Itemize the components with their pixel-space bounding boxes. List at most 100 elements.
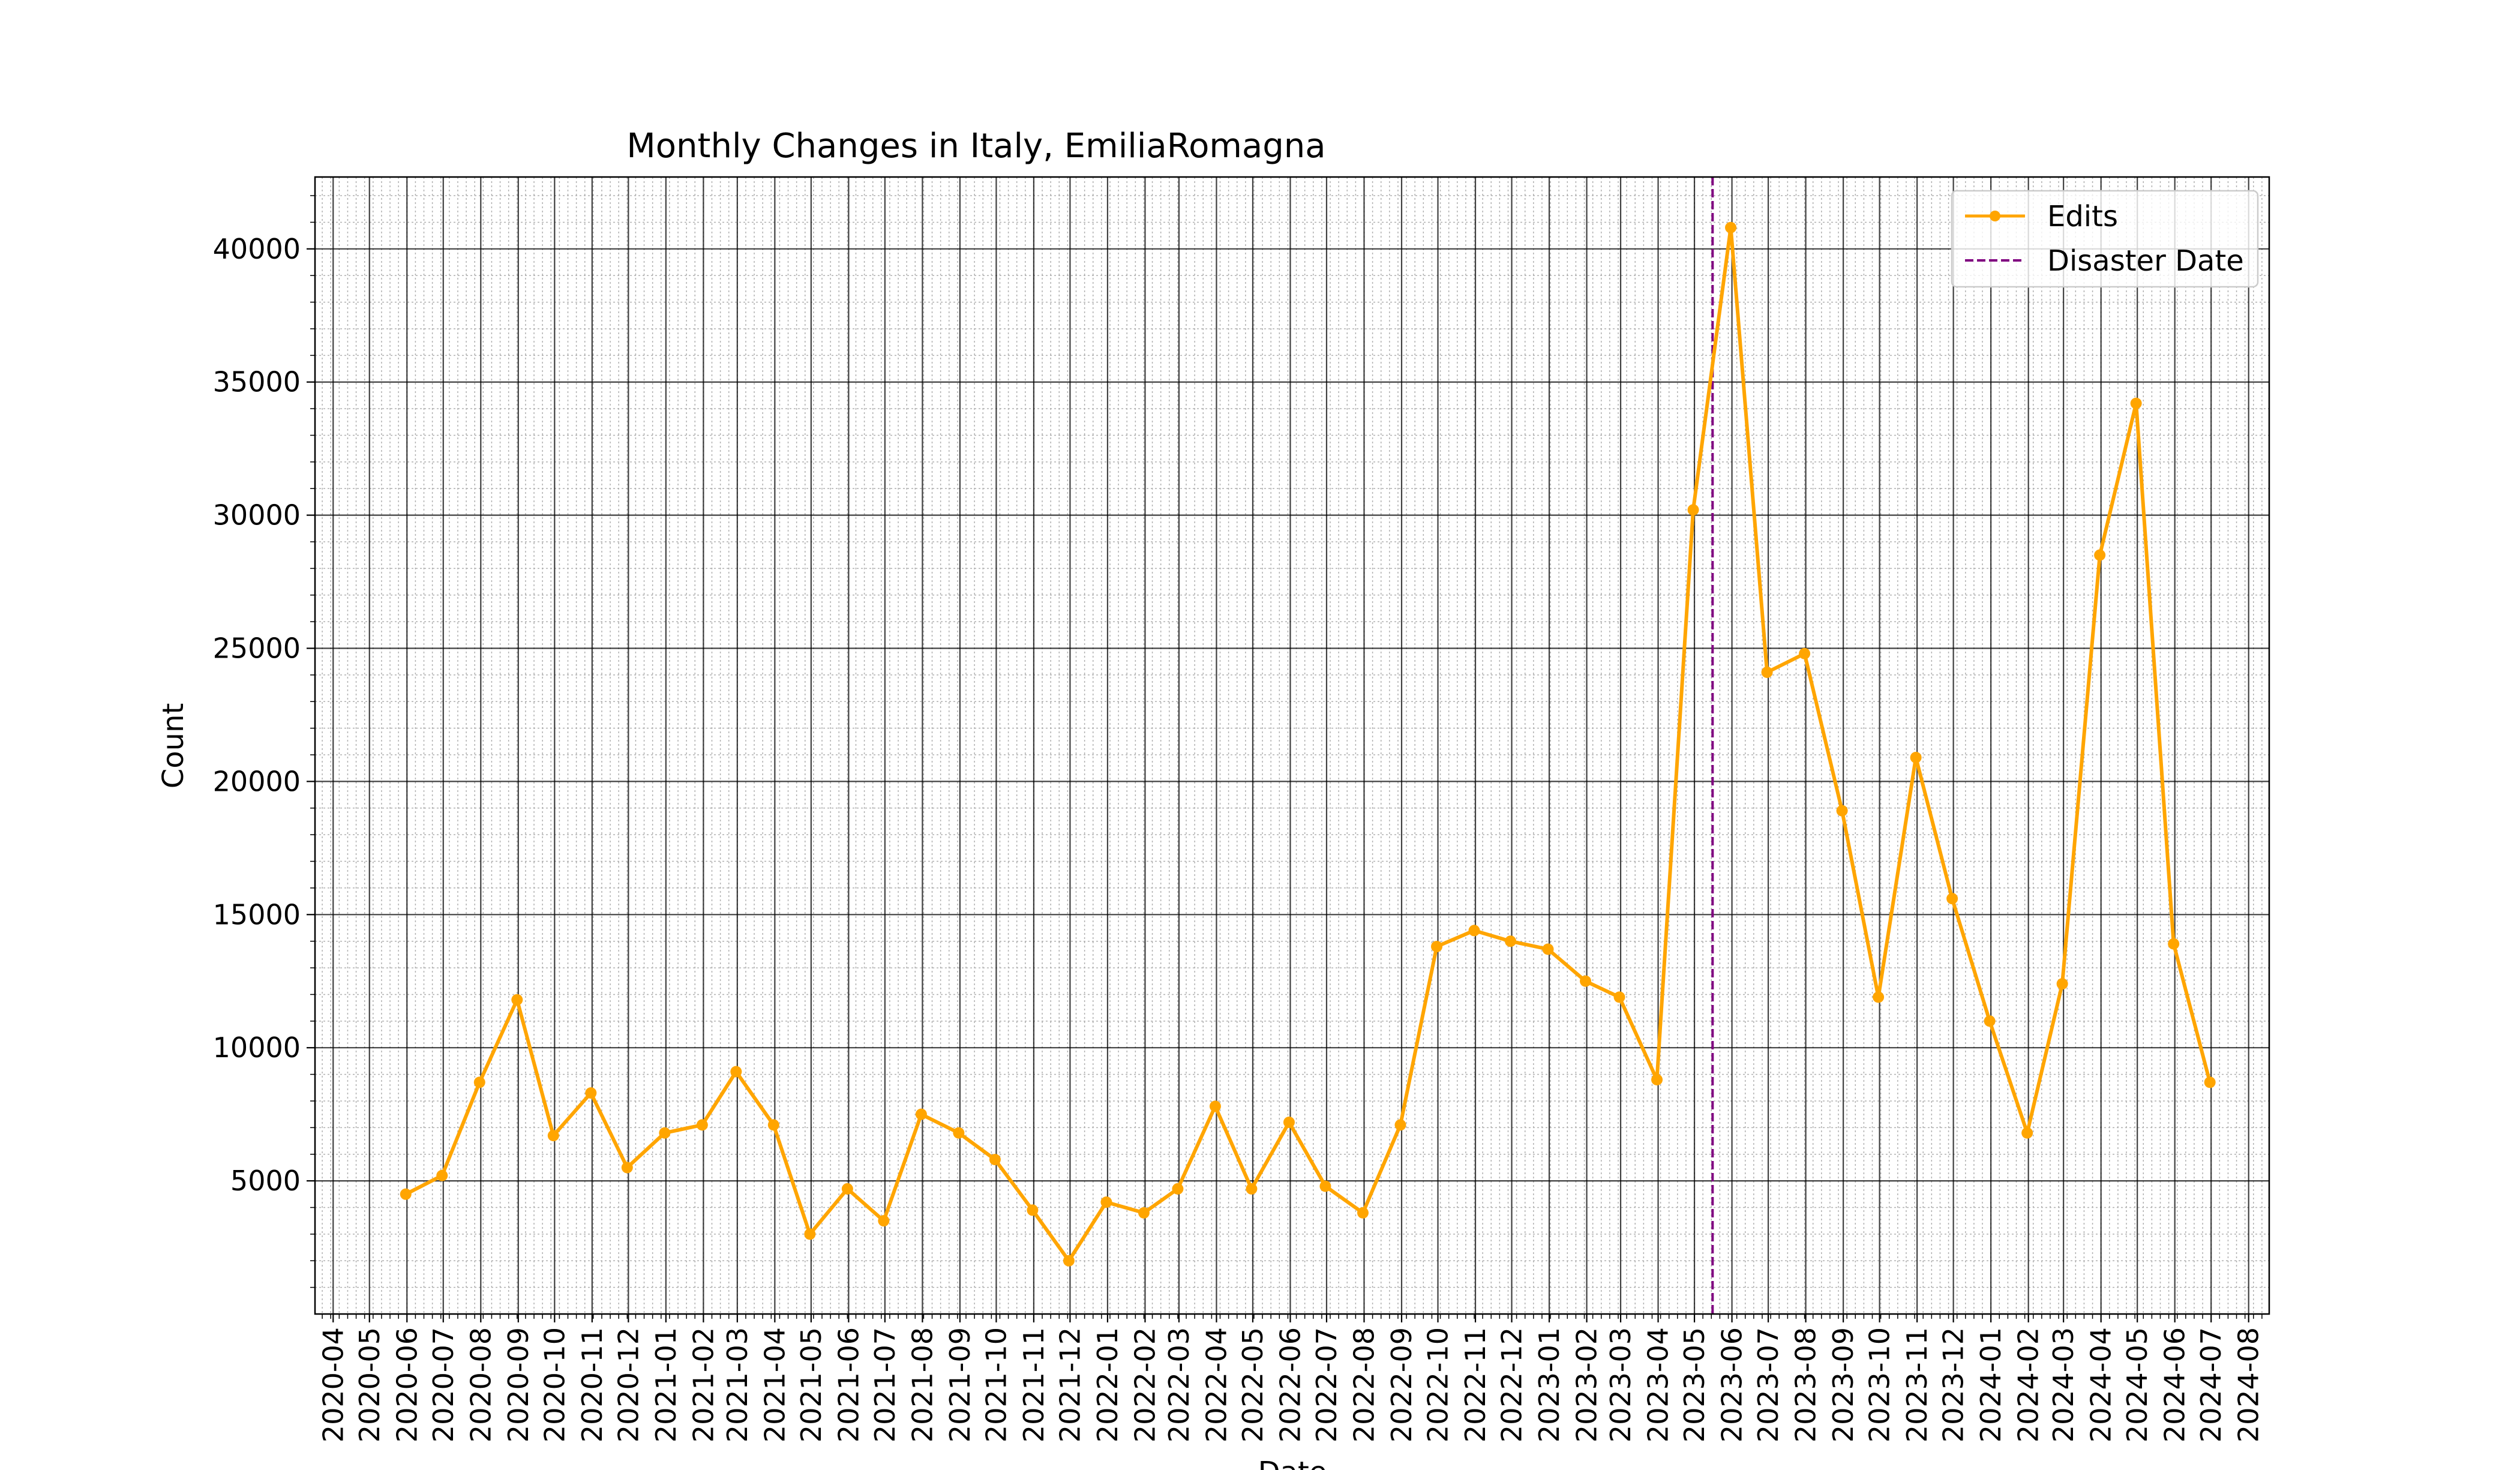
x-tick-label: 2022-07 — [1310, 1327, 1343, 1442]
x-tick-label: 2022-05 — [1237, 1327, 1269, 1442]
edits-series-line — [404, 226, 2212, 1263]
plot-frame — [314, 176, 2270, 1315]
y-tick-label: 10000 — [213, 1031, 301, 1064]
x-tick-label: 2023-07 — [1752, 1327, 1784, 1442]
x-tick-label: 2022-04 — [1200, 1327, 1232, 1442]
x-tick-label: 2023-10 — [1864, 1327, 1896, 1442]
x-tick-label: 2023-04 — [1642, 1327, 1675, 1442]
edits-data-point — [1063, 1255, 1075, 1267]
edits-data-point — [585, 1087, 597, 1099]
edits-data-point — [730, 1066, 742, 1078]
edits-data-point — [1138, 1207, 1150, 1219]
x-tick-label: 2022-01 — [1091, 1327, 1124, 1442]
x-axis: 2020-04 2020-05 2020-06 2020-07 2020-08 2020-… — [317, 1314, 2265, 1442]
edits-data-point — [1394, 1119, 1406, 1131]
edits-data-point — [2168, 938, 2180, 950]
y-axis: 5000 10000 15000 20000 25000 30000 35000 40000 — [213, 195, 315, 1288]
x-tick-label: 2021-10 — [980, 1327, 1012, 1442]
edits-data-point — [1799, 647, 1811, 659]
major-grid — [315, 177, 2269, 1314]
edits-data-point — [1246, 1183, 1258, 1195]
x-tick-label: 2021-07 — [869, 1327, 901, 1442]
edits-data-point — [1209, 1100, 1221, 1112]
edits-data-point — [915, 1108, 927, 1120]
x-tick-label: 2024-02 — [2012, 1327, 2045, 1442]
x-tick-label: 2020-09 — [502, 1327, 535, 1442]
edits-data-point — [841, 1183, 853, 1195]
edits-data-point — [1505, 935, 1517, 947]
legend-edits-label: Edits — [2047, 200, 2118, 233]
edits-data-point — [1172, 1183, 1184, 1195]
y-tick-label: 35000 — [213, 366, 301, 398]
edits-data-point — [2094, 549, 2106, 561]
x-tick-label: 2022-08 — [1348, 1327, 1380, 1442]
y-tick-label: 40000 — [213, 233, 301, 265]
x-tick-label: 2023-08 — [1790, 1327, 1822, 1442]
y-tick-label: 5000 — [230, 1165, 301, 1197]
edits-data-point — [621, 1162, 633, 1174]
x-tick-label: 2020-11 — [576, 1327, 608, 1442]
x-tick-label: 2024-03 — [2047, 1327, 2080, 1442]
x-tick-label: 2021-08 — [906, 1327, 938, 1442]
edits-data-point — [511, 994, 523, 1006]
x-tick-label: 2021-03 — [721, 1327, 754, 1442]
x-tick-label: 2023-01 — [1533, 1327, 1565, 1442]
series-layer — [400, 221, 2216, 1267]
x-tick-label: 2020-08 — [464, 1327, 497, 1442]
edits-data-point — [2056, 978, 2068, 990]
x-tick-label: 2023-06 — [1716, 1327, 1748, 1442]
x-tick-label: 2021-04 — [758, 1327, 791, 1442]
minor-grid — [315, 177, 2269, 1314]
x-tick-label: 2022-11 — [1459, 1327, 1492, 1442]
edits-data-point — [696, 1119, 708, 1131]
x-tick-label: 2024-08 — [2233, 1327, 2265, 1442]
x-tick-label: 2024-01 — [1975, 1327, 2007, 1442]
x-tick-label: 2023-12 — [1937, 1327, 1970, 1442]
legend-box — [1951, 190, 2259, 288]
edits-data-point — [1613, 991, 1625, 1003]
edits-data-point — [547, 1130, 559, 1142]
x-tick-label: 2022-06 — [1274, 1327, 1306, 1442]
edits-data-point — [1761, 666, 1773, 678]
x-tick-label: 2021-02 — [687, 1327, 719, 1442]
x-tick-label: 2022-02 — [1129, 1327, 1161, 1442]
x-tick-label: 2020-05 — [353, 1327, 386, 1442]
edits-data-point — [1725, 221, 1737, 233]
plot-background — [315, 177, 2269, 1314]
legend-disaster-label: Disaster Date — [2047, 244, 2244, 278]
edits-data-point — [1873, 991, 1885, 1003]
x-tick-label: 2020-07 — [427, 1327, 460, 1442]
x-tick-label: 2022-03 — [1163, 1327, 1195, 1442]
legend-edits-marker — [1990, 211, 2000, 221]
y-tick-label: 30000 — [213, 499, 301, 532]
edits-data-point — [1910, 751, 1922, 763]
x-tick-label: 2022-10 — [1422, 1327, 1454, 1442]
edits-data-point — [436, 1169, 448, 1181]
edits-data-point — [1027, 1204, 1039, 1216]
x-tick-label: 2024-04 — [2085, 1327, 2117, 1442]
edits-data-point — [1651, 1073, 1663, 1085]
edits-data-point — [400, 1188, 412, 1200]
x-tick-label: 2024-05 — [2121, 1327, 2153, 1442]
x-tick-label: 2023-09 — [1827, 1327, 1859, 1442]
edits-data-point — [2204, 1076, 2216, 1088]
edits-data-point — [1984, 1015, 1996, 1027]
edits-data-point — [767, 1119, 779, 1131]
y-axis-label: Count — [157, 703, 190, 789]
x-tick-label: 2023-11 — [1901, 1327, 1933, 1442]
x-tick-label: 2021-09 — [944, 1327, 976, 1442]
x-tick-label: 2024-07 — [2195, 1327, 2227, 1442]
x-tick-label: 2020-10 — [538, 1327, 571, 1442]
edits-data-point — [989, 1154, 1001, 1166]
y-tick-label: 25000 — [213, 632, 301, 665]
chart-title: Monthly Changes in Italy, EmiliaRomagna — [626, 127, 1325, 166]
y-tick-label: 20000 — [213, 765, 301, 797]
x-tick-label: 2020-06 — [391, 1327, 423, 1442]
edits-data-point — [1468, 925, 1480, 937]
x-axis-label: Date — [1258, 1456, 1327, 1470]
edits-data-point — [1100, 1196, 1112, 1208]
x-tick-label: 2023-05 — [1678, 1327, 1711, 1442]
edits-data-point — [473, 1076, 485, 1088]
x-tick-label: 2021-01 — [650, 1327, 682, 1442]
